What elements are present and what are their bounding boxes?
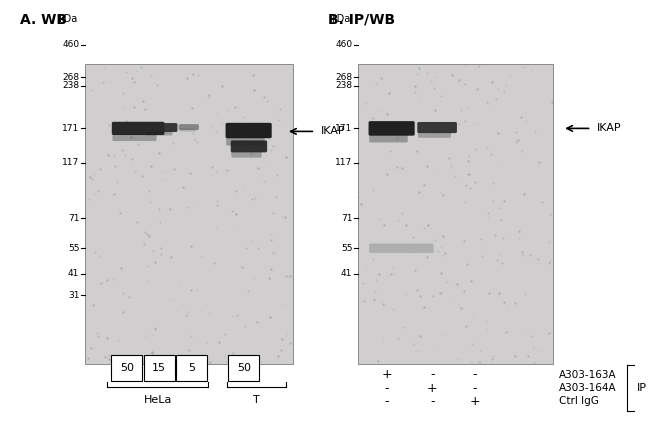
Text: 238: 238 <box>62 81 79 90</box>
Text: +: + <box>382 368 392 381</box>
Text: 268: 268 <box>335 72 352 82</box>
Text: 460: 460 <box>335 40 352 50</box>
Text: 55: 55 <box>68 244 79 253</box>
Bar <box>176 355 207 381</box>
Text: kDa: kDa <box>58 14 78 24</box>
FancyBboxPatch shape <box>112 134 157 141</box>
FancyBboxPatch shape <box>179 124 199 130</box>
Bar <box>84 64 292 364</box>
Text: A. WB: A. WB <box>20 13 66 27</box>
Text: -: - <box>473 368 476 381</box>
Text: 117: 117 <box>62 158 79 167</box>
Text: A303-164A: A303-164A <box>559 383 617 393</box>
FancyBboxPatch shape <box>112 122 164 135</box>
FancyBboxPatch shape <box>369 244 434 253</box>
Text: 41: 41 <box>341 269 352 279</box>
FancyBboxPatch shape <box>369 121 415 136</box>
Text: -: - <box>430 368 434 381</box>
Text: IKAP: IKAP <box>597 123 622 134</box>
Text: B. IP/WB: B. IP/WB <box>328 13 395 27</box>
FancyBboxPatch shape <box>369 135 408 143</box>
Text: +: + <box>469 395 480 408</box>
Text: 15: 15 <box>152 363 166 373</box>
Text: 50: 50 <box>237 363 251 373</box>
Text: 460: 460 <box>62 40 79 50</box>
Text: -: - <box>385 395 389 408</box>
Text: A303-163A: A303-163A <box>559 369 617 380</box>
Text: -: - <box>385 382 389 395</box>
Text: IKAP: IKAP <box>321 126 346 137</box>
FancyBboxPatch shape <box>226 123 272 138</box>
Text: +: + <box>427 382 437 395</box>
Text: -: - <box>473 382 476 395</box>
FancyBboxPatch shape <box>226 137 265 146</box>
Text: T: T <box>254 395 260 405</box>
Text: 117: 117 <box>335 158 352 167</box>
FancyBboxPatch shape <box>144 123 177 132</box>
Text: HeLa: HeLa <box>144 395 172 405</box>
Text: 171: 171 <box>335 124 352 133</box>
Bar <box>358 64 552 364</box>
Text: 268: 268 <box>62 72 79 82</box>
FancyBboxPatch shape <box>418 132 451 138</box>
Text: 238: 238 <box>335 81 352 90</box>
FancyBboxPatch shape <box>231 140 267 152</box>
FancyBboxPatch shape <box>145 131 172 135</box>
Text: 71: 71 <box>68 214 79 223</box>
Text: 5: 5 <box>188 363 195 373</box>
Text: 50: 50 <box>120 363 134 373</box>
Text: kDa: kDa <box>332 14 351 24</box>
FancyBboxPatch shape <box>231 151 261 158</box>
Text: IP: IP <box>637 383 647 393</box>
Text: Ctrl IgG: Ctrl IgG <box>559 396 599 407</box>
Bar <box>144 355 175 381</box>
Text: 55: 55 <box>341 244 352 253</box>
Text: -: - <box>430 395 434 408</box>
Bar <box>228 355 259 381</box>
Text: 41: 41 <box>68 269 79 279</box>
Text: 171: 171 <box>62 124 79 133</box>
FancyBboxPatch shape <box>417 122 457 133</box>
Text: 71: 71 <box>341 214 352 223</box>
Bar <box>111 355 142 381</box>
FancyBboxPatch shape <box>179 128 196 132</box>
Text: 31: 31 <box>68 291 79 300</box>
